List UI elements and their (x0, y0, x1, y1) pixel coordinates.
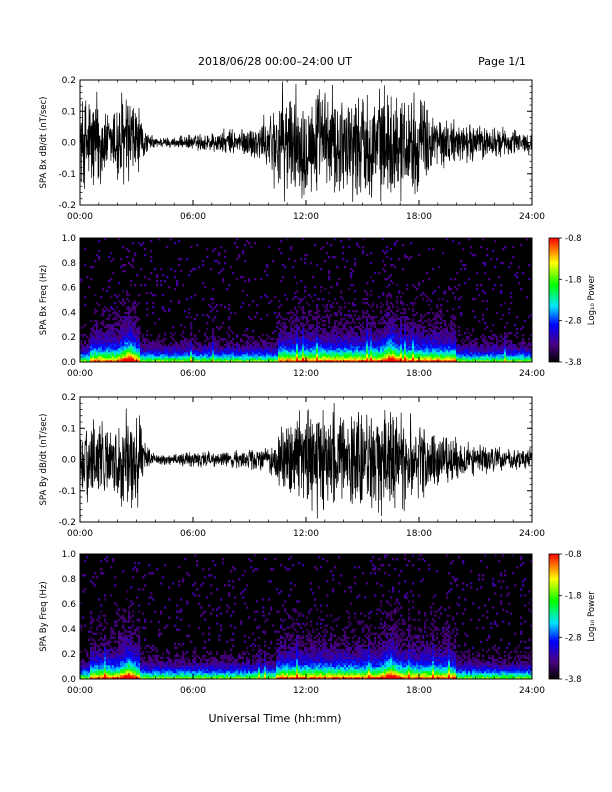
header-date-range: 2018/06/28 00:00–24:00 UT (198, 55, 352, 68)
y-tick-label: 0.8 (62, 259, 77, 269)
y-tick-label: 0.1 (62, 424, 76, 434)
chart-panel-4: 00:00 06:00 12:00 18:00 24:00 0.0 0.2 0.4 0.6 0.8… (39, 550, 545, 696)
x-tick-label: 18:00 (406, 369, 432, 379)
colorbar-tick-label: -2.8 (565, 633, 582, 643)
y-tick-label: 1.0 (62, 550, 77, 560)
x-tick-label: 06:00 (180, 686, 206, 696)
x-tick-label: 12:00 (293, 212, 319, 222)
x-tick-label: 06:00 (180, 529, 206, 539)
x-tick-label: 24:00 (519, 529, 545, 539)
y-tick-label: 1.0 (62, 234, 77, 244)
y-tick-label: 0.1 (62, 107, 76, 117)
plot-area (80, 238, 532, 362)
header-page-number: Page 1/1 (478, 55, 526, 68)
x-axis-label: Universal Time (hh:mm) (209, 712, 342, 725)
chart-panel-3: 00:00 06:00 12:00 18:00 24:00 -0.2 -0.1 0.0 0.1 0… (39, 393, 545, 539)
y-tick-label: -0.1 (58, 487, 76, 497)
y-tick-label: 0.4 (62, 308, 77, 318)
colorbar-label: Log₁₀ Power (587, 274, 597, 325)
colorbar-tick-label: -0.8 (565, 234, 582, 244)
x-tick-label: 18:00 (406, 686, 432, 696)
x-tick-label: 18:00 (406, 529, 432, 539)
signal-trace (80, 403, 532, 519)
y-axis-label: SPA By dB/dt (nT/sec) (39, 414, 49, 506)
colorbar-gradient (548, 237, 560, 363)
y-tick-label: -0.1 (58, 170, 76, 180)
chart-panel-2: 00:00 06:00 12:00 18:00 24:00 0.0 0.2 0.4 0.6 0.8… (39, 234, 545, 379)
colorbar-gradient (548, 553, 560, 680)
y-axis-label: SPA By Freq (Hz) (39, 581, 49, 651)
y-tick-label: 0.6 (62, 600, 77, 610)
plot-area (80, 403, 532, 519)
x-tick-label: 24:00 (519, 212, 545, 222)
y-tick-label: 0.0 (62, 358, 77, 368)
y-tick-label: 0.0 (62, 675, 77, 685)
spectrogram-cells (80, 238, 532, 362)
x-tick-label: 00:00 (67, 686, 93, 696)
chart-panel-1: 00:00 06:00 12:00 18:00 24:00 -0.2 -0.1 0.0 0.1 0… (39, 76, 545, 222)
y-tick-label: 0.2 (62, 333, 76, 343)
colorbar-1: -0.8 -1.8 -2.8 -3.8 Log₁₀ Power (548, 234, 597, 368)
colorbar-tick-label: -1.8 (565, 592, 582, 602)
plot-area (80, 554, 532, 679)
y-tick-label: 0.6 (62, 284, 77, 294)
x-tick-label: 24:00 (519, 369, 545, 379)
y-axis-label: SPA Bx dB/dt (nT/sec) (39, 97, 49, 189)
y-tick-label: 0.0 (62, 139, 77, 149)
y-tick-label: 0.2 (62, 393, 76, 403)
x-tick-label: 24:00 (519, 686, 545, 696)
x-tick-label: 00:00 (67, 529, 93, 539)
x-tick-label: 12:00 (293, 369, 319, 379)
x-tick-label: 06:00 (180, 212, 206, 222)
colorbar-label: Log₁₀ Power (587, 591, 597, 642)
colorbar-tick-label: -1.8 (565, 275, 582, 285)
y-tick-label: 0.2 (62, 76, 76, 86)
colorbar-tick-label: -2.8 (565, 317, 582, 327)
x-tick-label: 06:00 (180, 369, 206, 379)
x-tick-label: 00:00 (67, 369, 93, 379)
colorbar-tick-label: -3.8 (565, 675, 582, 685)
signal-trace (80, 81, 532, 202)
y-axis-label: SPA Bx Freq (Hz) (39, 265, 49, 335)
y-tick-label: 0.2 (62, 650, 76, 660)
colorbar-tick-label: -0.8 (565, 550, 582, 560)
x-tick-label: 18:00 (406, 212, 432, 222)
y-tick-label: -0.2 (58, 518, 76, 528)
y-tick-label: 0.4 (62, 625, 77, 635)
x-tick-label: 12:00 (293, 686, 319, 696)
colorbar-2: -0.8 -1.8 -2.8 -3.8 Log₁₀ Power (548, 550, 597, 685)
spectrogram-cells (80, 554, 532, 679)
x-tick-label: 00:00 (67, 212, 93, 222)
y-tick-label: 0.0 (62, 456, 77, 466)
plot-area (80, 81, 532, 202)
colorbar-tick-label: -3.8 (565, 358, 582, 368)
x-tick-label: 12:00 (293, 529, 319, 539)
y-tick-label: 0.8 (62, 575, 77, 585)
y-tick-label: -0.2 (58, 201, 76, 211)
